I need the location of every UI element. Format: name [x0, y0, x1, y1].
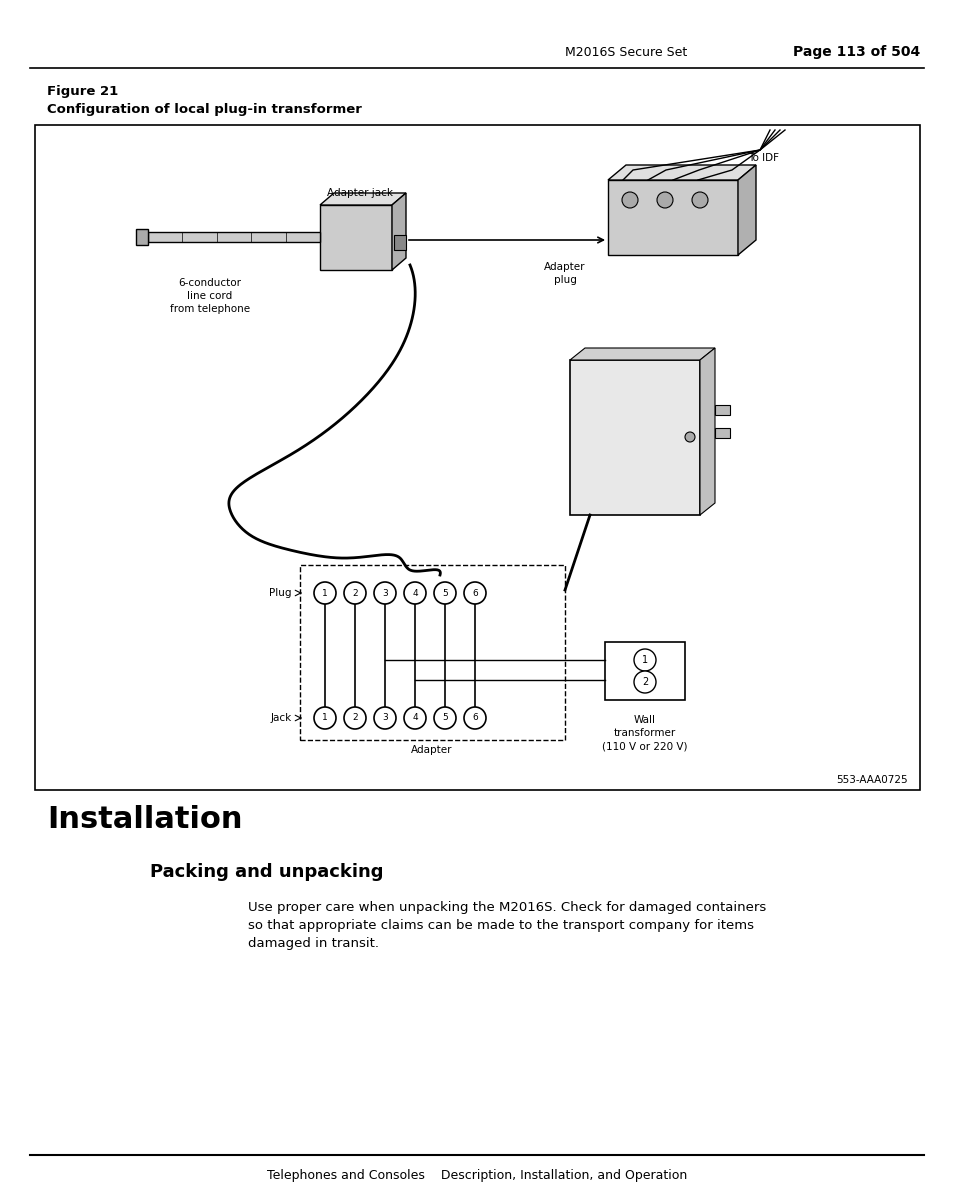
- Polygon shape: [700, 349, 714, 514]
- Text: Page 113 of 504: Page 113 of 504: [792, 44, 919, 59]
- Text: 2: 2: [352, 714, 357, 722]
- Text: 3: 3: [382, 714, 388, 722]
- Bar: [299, 565, 564, 740]
- Text: 553-AAA0725: 553-AAA0725: [836, 775, 907, 785]
- Circle shape: [314, 707, 335, 728]
- Polygon shape: [394, 236, 406, 250]
- Text: Telephones and Consoles    Description, Installation, and Operation: Telephones and Consoles Description, Ins…: [267, 1170, 686, 1183]
- Polygon shape: [569, 349, 714, 361]
- Text: 1: 1: [641, 655, 647, 665]
- Text: Installation: Installation: [47, 805, 242, 834]
- Text: 1: 1: [322, 589, 328, 597]
- Text: 5: 5: [441, 714, 447, 722]
- Polygon shape: [607, 180, 738, 255]
- Circle shape: [621, 192, 638, 208]
- Circle shape: [344, 707, 366, 728]
- Circle shape: [657, 192, 672, 208]
- Circle shape: [403, 707, 426, 728]
- Text: 5: 5: [441, 589, 447, 597]
- Bar: [35, 125, 919, 790]
- Text: Use proper care when unpacking the M2016S. Check for damaged containers: Use proper care when unpacking the M2016…: [248, 902, 765, 915]
- Bar: [569, 361, 700, 514]
- Polygon shape: [392, 194, 406, 270]
- Text: Figure 21: Figure 21: [47, 85, 118, 99]
- Text: M2016S Secure Set: M2016S Secure Set: [564, 46, 686, 59]
- Circle shape: [463, 582, 485, 603]
- Text: Packing and unpacking: Packing and unpacking: [150, 863, 383, 881]
- Text: 6: 6: [472, 714, 477, 722]
- Text: 4: 4: [412, 714, 417, 722]
- Circle shape: [434, 707, 456, 728]
- Text: Adapter: Adapter: [411, 745, 453, 755]
- Circle shape: [374, 582, 395, 603]
- Circle shape: [634, 671, 656, 694]
- Circle shape: [344, 582, 366, 603]
- Circle shape: [634, 649, 656, 671]
- Circle shape: [403, 582, 426, 603]
- Text: Plug: Plug: [269, 588, 292, 599]
- Text: 2: 2: [641, 677, 647, 688]
- Bar: [714, 428, 729, 438]
- Bar: [714, 405, 729, 415]
- Polygon shape: [136, 230, 148, 245]
- Polygon shape: [738, 165, 755, 255]
- Text: 2: 2: [352, 589, 357, 597]
- Text: 6-conductor
line cord
from telephone: 6-conductor line cord from telephone: [170, 278, 250, 315]
- Text: so that appropriate claims can be made to the transport company for items: so that appropriate claims can be made t…: [248, 920, 753, 933]
- Circle shape: [684, 432, 695, 442]
- Polygon shape: [319, 206, 392, 270]
- Circle shape: [463, 707, 485, 728]
- Polygon shape: [319, 194, 406, 206]
- Text: Wall
transformer
(110 V or 220 V): Wall transformer (110 V or 220 V): [601, 715, 687, 751]
- Text: Jack: Jack: [271, 713, 292, 722]
- Text: 4: 4: [412, 589, 417, 597]
- Polygon shape: [607, 165, 755, 180]
- Text: Adapter jack: Adapter jack: [327, 188, 393, 198]
- Circle shape: [691, 192, 707, 208]
- Text: Configuration of local plug-in transformer: Configuration of local plug-in transform…: [47, 103, 361, 117]
- Text: 1: 1: [322, 714, 328, 722]
- Circle shape: [314, 582, 335, 603]
- Text: Adapter
plug: Adapter plug: [543, 262, 585, 285]
- Text: damaged in transit.: damaged in transit.: [248, 938, 378, 951]
- Bar: [604, 642, 684, 700]
- Polygon shape: [148, 232, 319, 242]
- Text: 3: 3: [382, 589, 388, 597]
- Text: 6: 6: [472, 589, 477, 597]
- Circle shape: [434, 582, 456, 603]
- Circle shape: [374, 707, 395, 728]
- Text: To IDF: To IDF: [747, 153, 779, 163]
